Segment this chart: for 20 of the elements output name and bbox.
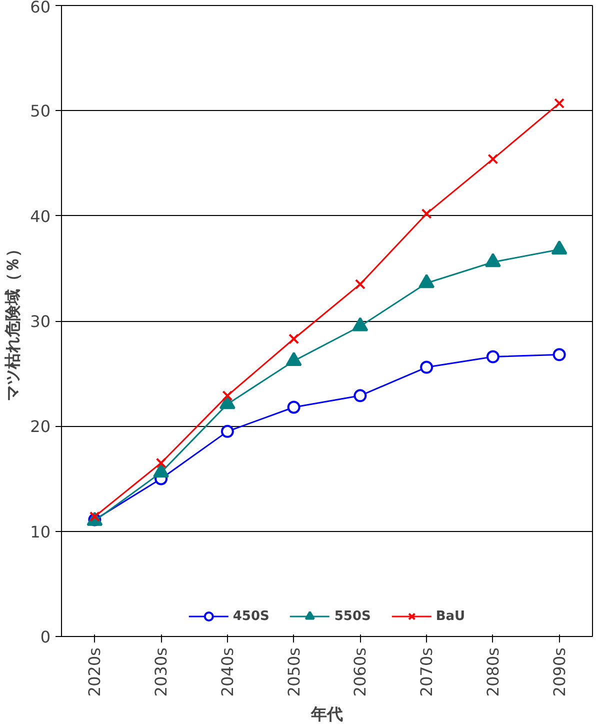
legend-label: 550S [334,608,371,624]
x-tick-label: 2080s [483,647,502,697]
x-tick-label: 2070s [417,647,436,697]
y-tick-label: 20 [30,417,50,436]
y-tick-label: 40 [30,206,50,226]
x-tick-label: 2030s [152,647,171,697]
y-tick-label: 60 [30,0,50,16]
y-tick-label: 30 [30,312,50,331]
y-tick-label: 0 [40,628,51,646]
x-tick-label: 2040s [218,647,237,697]
x-tick-label: 2050s [284,647,304,697]
x-tick-label: 2060s [350,647,370,697]
x-axis-title: 年代 [310,704,343,724]
y-tick-label: 50 [30,102,50,121]
y-tick-label: 10 [30,522,50,542]
x-tick-label: 2090s [550,647,569,697]
legend-label: 450S [232,608,270,624]
y-axis-title: マツ枯れ危険域（％） [3,241,22,401]
x-tick-label: 2020s [85,647,104,697]
legend-label: BaU [436,608,466,624]
